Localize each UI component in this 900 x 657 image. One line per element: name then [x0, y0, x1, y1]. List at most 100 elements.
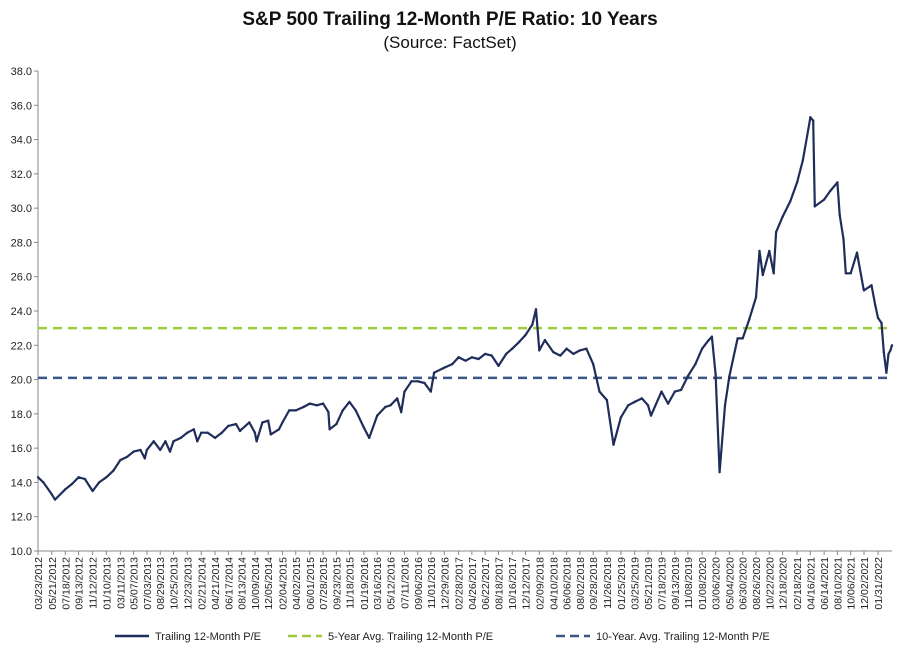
x-tick-label: 09/06/2016: [413, 557, 425, 610]
data-point: [42, 481, 45, 484]
data-point: [200, 431, 203, 434]
data-point: [105, 476, 108, 479]
x-tick-label: 12/12/2017: [521, 557, 533, 610]
data-point: [718, 470, 721, 474]
data-point: [139, 448, 142, 452]
data-point: [255, 440, 258, 443]
x-tick-label: 11/12/2012: [88, 557, 100, 609]
data-point: [238, 429, 242, 433]
data-point: [612, 443, 615, 446]
data-point: [889, 349, 892, 352]
data-point: [451, 362, 454, 366]
x-tick-label: 03/06/2020: [711, 557, 723, 610]
data-point: [646, 404, 650, 407]
data-point: [50, 493, 53, 496]
y-tick-label: 26.0: [11, 272, 32, 284]
x-tick-label: 05/21/2019: [643, 557, 655, 610]
x-tick-label: 08/02/2018: [575, 557, 587, 610]
data-point: [376, 414, 379, 417]
data-point: [429, 390, 432, 393]
y-tick-label: 22.0: [11, 340, 32, 352]
data-point: [354, 409, 357, 412]
data-point: [152, 440, 155, 443]
data-point: [598, 390, 601, 393]
data-point: [213, 436, 217, 440]
data-point: [876, 316, 880, 320]
data-point: [457, 356, 460, 359]
x-tick-label: 09/28/2018: [588, 557, 600, 610]
data-point: [855, 251, 859, 254]
x-tick-label: 05/21/2012: [47, 557, 59, 610]
data-point: [281, 421, 284, 424]
data-point: [186, 431, 189, 434]
y-tick-label: 18.0: [11, 409, 32, 421]
data-point: [795, 181, 799, 184]
x-tick-label: 11/18/2015: [344, 557, 356, 609]
data-point: [77, 476, 80, 479]
data-point: [443, 366, 446, 369]
data-point: [559, 354, 562, 357]
x-tick-label: 11/26/2018: [602, 557, 614, 609]
data-point: [164, 440, 167, 443]
y-tick-label: 28.0: [11, 237, 32, 249]
data-point: [543, 338, 547, 342]
data-point: [234, 422, 238, 426]
data-point: [673, 390, 676, 393]
x-tick-label: 04/10/2018: [548, 557, 560, 610]
x-tick-label: 12/02/2021: [859, 557, 871, 610]
data-point: [227, 424, 230, 428]
data-point: [700, 347, 704, 350]
x-tick-label: 02/21/2014: [196, 557, 208, 610]
data-point: [490, 354, 493, 357]
data-point: [112, 469, 115, 472]
data-point: [143, 457, 146, 460]
x-tick-label: 12/18/2020: [778, 557, 790, 610]
data-point: [809, 116, 812, 119]
data-point: [838, 213, 841, 217]
data-point: [572, 352, 575, 356]
data-point: [686, 374, 690, 378]
data-point: [772, 272, 775, 275]
data-point: [321, 402, 325, 405]
data-point: [592, 362, 595, 366]
x-tick-label: 03/11/2013: [115, 557, 127, 609]
data-point: [534, 308, 538, 311]
data-point: [288, 409, 291, 412]
x-tick-label: 01/25/2019: [616, 557, 628, 610]
data-point: [710, 335, 714, 338]
data-point: [758, 249, 761, 253]
data-point: [633, 400, 636, 404]
x-tick-label: 07/03/2013: [142, 557, 154, 610]
data-point: [605, 398, 609, 402]
data-point: [83, 477, 87, 481]
data-point: [432, 371, 436, 374]
data-point: [192, 428, 195, 431]
data-point: [220, 431, 223, 434]
data-point: [97, 481, 101, 484]
data-point: [362, 426, 366, 429]
data-point: [666, 402, 670, 405]
y-tick-label: 14.0: [11, 477, 32, 489]
x-tick-label: 08/29/2013: [155, 557, 167, 610]
data-point: [781, 215, 784, 218]
x-tick-label: 12/23/2013: [182, 557, 194, 610]
data-point: [694, 362, 697, 366]
x-tick-label: 08/10/2021: [832, 557, 844, 610]
data-point: [862, 289, 866, 292]
x-tick-label: 12/05/2014: [263, 557, 275, 610]
x-tick-label: 06/01/2015: [305, 557, 317, 610]
x-tick-label: 01/10/2013: [101, 557, 113, 610]
data-point: [585, 347, 588, 350]
data-point: [328, 428, 331, 431]
x-tick-label: 06/30/2020: [738, 557, 750, 610]
data-point: [261, 421, 264, 424]
x-tick-label: 01/19/2016: [359, 557, 371, 610]
data-point: [627, 404, 630, 407]
data-point: [368, 436, 371, 440]
data-point: [145, 448, 149, 452]
x-tick-label: 06/06/2018: [562, 557, 574, 610]
x-tick-label: 09/13/2012: [74, 557, 86, 610]
x-tick-label: 07/18/2019: [657, 557, 669, 610]
data-point: [538, 349, 541, 352]
x-tick-label: 05/12/2016: [385, 557, 397, 610]
